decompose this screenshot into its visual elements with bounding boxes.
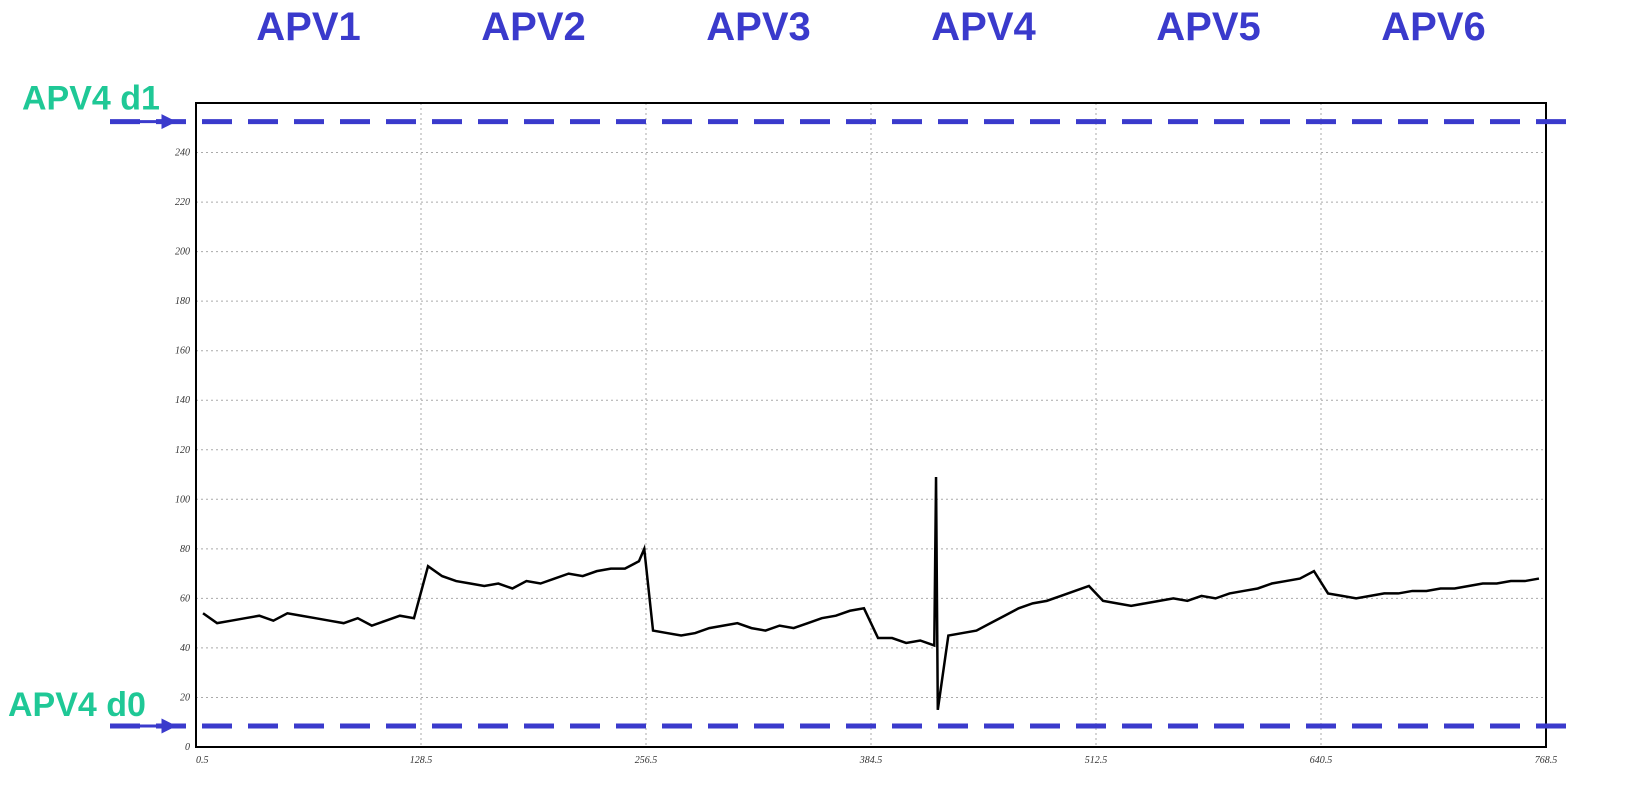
y-tick-label: 200	[175, 247, 190, 258]
y-tick-label: 80	[180, 544, 190, 555]
segment-label: APV5	[1156, 5, 1261, 49]
x-tick-label: 512.5	[1085, 755, 1108, 766]
x-tick-label: 0.5	[196, 755, 209, 766]
x-tick-label: 768.5	[1535, 755, 1558, 766]
y-tick-label: 160	[175, 346, 190, 357]
y-tick-label: 20	[180, 692, 190, 703]
x-tick-label: 256.5	[635, 755, 658, 766]
x-tick-label: 384.5	[859, 755, 883, 766]
y-tick-label: 100	[175, 494, 190, 505]
y-tick-label: 60	[180, 593, 190, 604]
y-tick-label: 180	[175, 296, 190, 307]
y-tick-label: 140	[175, 395, 190, 406]
data-line	[202, 477, 1540, 711]
segment-label: APV6	[1381, 5, 1486, 49]
y-tick-label: 0	[185, 742, 190, 753]
y-tick-label: 120	[175, 445, 190, 456]
x-tick-label: 640.5	[1310, 755, 1333, 766]
y-tick-label: 240	[175, 148, 190, 159]
segment-label: APV1	[256, 5, 361, 49]
x-tick-label: 128.5	[410, 755, 433, 766]
y-tick-label: 220	[175, 197, 190, 208]
y-tick-label: 40	[180, 643, 190, 654]
reference-label: APV4 d0	[8, 686, 146, 724]
plot-frame	[195, 102, 1547, 748]
segment-label: APV3	[706, 5, 811, 49]
reference-label: APV4 d1	[22, 80, 160, 118]
segment-label: APV4	[931, 5, 1036, 49]
segment-label: APV2	[481, 5, 586, 49]
